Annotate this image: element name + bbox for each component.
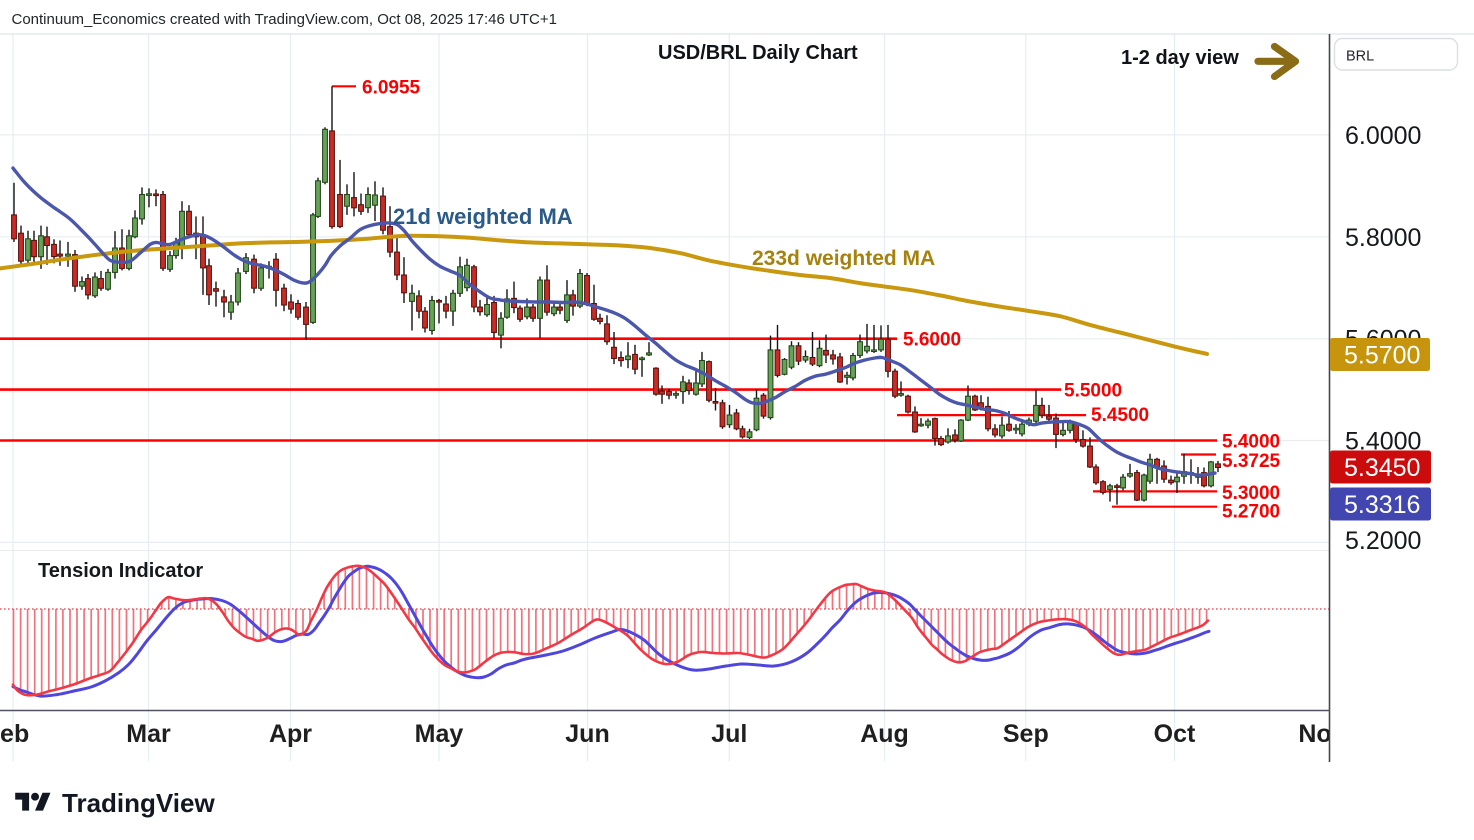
svg-text:Tension Indicator: Tension Indicator	[38, 560, 203, 582]
svg-text:5.5700: 5.5700	[1344, 342, 1420, 370]
svg-text:Apr: Apr	[269, 720, 312, 748]
svg-text:Jul: Jul	[711, 720, 747, 748]
svg-text:5.3450: 5.3450	[1344, 454, 1420, 482]
svg-text:Feb: Feb	[0, 720, 29, 748]
svg-text:5.2000: 5.2000	[1345, 527, 1421, 555]
svg-text:5.3316: 5.3316	[1344, 491, 1420, 519]
svg-text:May: May	[415, 720, 464, 748]
svg-text:5.8000: 5.8000	[1345, 224, 1421, 252]
svg-text:Jun: Jun	[565, 720, 609, 748]
svg-text:6.0000: 6.0000	[1345, 122, 1421, 150]
svg-text:233d weighted MA: 233d weighted MA	[752, 247, 935, 270]
svg-text:Oct: Oct	[1154, 720, 1196, 748]
svg-text:5.5000: 5.5000	[1064, 381, 1122, 402]
svg-text:6.0955: 6.0955	[362, 77, 421, 98]
svg-text:Aug: Aug	[860, 720, 909, 748]
svg-text:5.3725: 5.3725	[1222, 451, 1281, 472]
svg-text:1-2 day view: 1-2 day view	[1121, 47, 1239, 69]
svg-text:5.6000: 5.6000	[903, 330, 961, 351]
svg-text:Continuum_Economics created wi: Continuum_Economics created with Trading…	[12, 11, 557, 28]
svg-text:Sep: Sep	[1003, 720, 1049, 748]
svg-text:21d weighted MA: 21d weighted MA	[393, 204, 573, 229]
svg-text:BRL: BRL	[1346, 49, 1374, 65]
svg-text:USD/BRL Daily Chart: USD/BRL Daily Chart	[658, 42, 858, 64]
svg-text:5.4000: 5.4000	[1222, 432, 1280, 453]
svg-text:5.3000: 5.3000	[1222, 483, 1280, 504]
svg-text:Nov: Nov	[1298, 720, 1345, 748]
svg-text:5.2700: 5.2700	[1222, 502, 1280, 523]
svg-text:5.4500: 5.4500	[1091, 405, 1149, 426]
svg-text:TradingView: TradingView	[62, 788, 215, 818]
svg-text:Mar: Mar	[126, 720, 171, 748]
